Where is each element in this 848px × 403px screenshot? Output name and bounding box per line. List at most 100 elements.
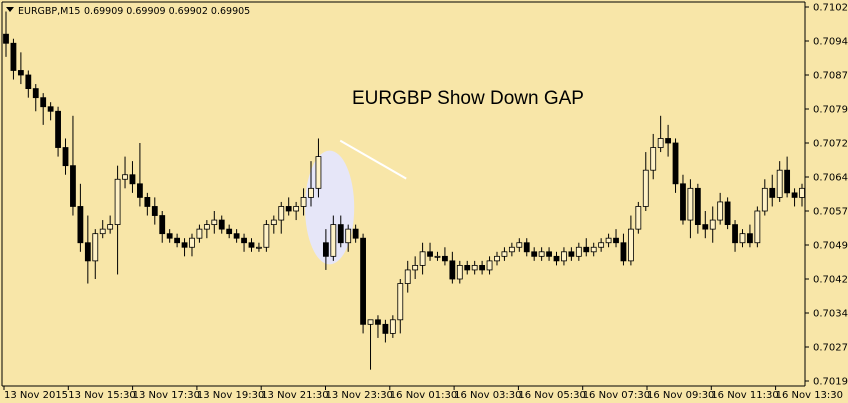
candle (486, 256, 493, 275)
candle-body-bear (553, 255, 560, 262)
candle-body-bear (531, 251, 538, 257)
candle (129, 161, 136, 193)
candle (620, 233, 627, 266)
candle-body-bear (233, 233, 240, 239)
candle-body-bear (382, 323, 389, 334)
candle-body-bull (211, 219, 218, 225)
candle-body-bear (62, 147, 69, 167)
candle-body-bull (486, 260, 493, 271)
candle (166, 229, 173, 243)
candle (345, 224, 352, 252)
x-tick-label: 13 Nov 21:30 (261, 390, 328, 401)
candle (449, 251, 456, 284)
candle (337, 215, 344, 248)
candle-body-bear (181, 242, 188, 248)
candle-body-bull (263, 224, 270, 248)
candle-body-bear (375, 319, 381, 325)
candle-body-bull (270, 219, 277, 225)
y-tick-label: 0.70345 (813, 309, 848, 320)
candle (159, 211, 166, 243)
candle (665, 124, 671, 157)
candle (285, 197, 292, 216)
candle (523, 238, 530, 257)
candle-body-bull (456, 264, 463, 280)
candle (137, 143, 143, 207)
candle-body-bear (32, 88, 39, 99)
candle (114, 165, 121, 275)
candle (47, 102, 54, 121)
candle (278, 201, 285, 234)
candle-body-bull (471, 264, 478, 271)
candle-body-bull (107, 224, 114, 230)
candle-body-bull (196, 228, 203, 239)
candle (419, 242, 426, 275)
candle-body-bear (3, 33, 9, 44)
candle (471, 260, 478, 275)
x-tick-label: 16 Nov 01:30 (390, 390, 457, 401)
candle (680, 174, 686, 225)
candle (516, 238, 523, 252)
candle (330, 215, 337, 261)
candle-body-bear (226, 228, 233, 235)
candle (709, 206, 716, 243)
candle (32, 84, 39, 112)
candle (256, 242, 262, 252)
candle (508, 242, 515, 257)
ohlc-values: 0.69909 0.69909 0.69902 0.69905 (84, 6, 250, 17)
candle (702, 211, 709, 239)
candle-body-bear (613, 237, 619, 244)
candle (501, 247, 508, 261)
candle-body-bull (575, 246, 582, 257)
candle (590, 242, 597, 257)
candle-body-bear (583, 246, 590, 253)
candle-body-bull (99, 228, 106, 235)
candle (10, 38, 17, 80)
candle-body-bear (84, 242, 91, 262)
candle (694, 183, 701, 234)
chevron-down-icon[interactable] (6, 7, 14, 12)
candle-body-bull (412, 264, 419, 271)
candle (598, 238, 605, 252)
candle-body-bull (687, 187, 694, 221)
candle (769, 174, 776, 207)
candle (776, 161, 783, 202)
x-tick-label: 16 Nov 05:30 (518, 390, 585, 401)
candle (300, 188, 307, 216)
candle-body-bear (77, 206, 84, 244)
candle (427, 242, 433, 261)
candle-body-bull (627, 228, 634, 262)
candle-body-bear (568, 251, 575, 257)
candle-body-bear (694, 187, 701, 225)
candle (218, 215, 225, 234)
candle-body-bear (352, 228, 359, 239)
candle-body-bear (47, 106, 54, 112)
candle-body-bull (516, 242, 523, 248)
candle (226, 224, 233, 239)
candle (553, 251, 560, 266)
candle (650, 133, 657, 180)
candle (322, 229, 329, 270)
candle (799, 183, 805, 207)
candle (77, 183, 84, 252)
candle-body-bull (92, 233, 99, 262)
candle-body-bull (434, 255, 441, 258)
candle-body-bull (300, 196, 307, 207)
candle-body-bull (739, 233, 746, 244)
candle-body-bull (404, 269, 411, 284)
candle-body-bull (293, 206, 300, 212)
candle (3, 11, 9, 57)
candle (189, 233, 195, 257)
candle-body-bear (218, 219, 225, 230)
candle-body-bear (166, 233, 173, 239)
candle (367, 319, 374, 370)
candle (568, 247, 575, 261)
x-tick-label: 13 Nov 23:30 (326, 390, 393, 401)
candle-body-bear (174, 237, 181, 244)
candle (724, 197, 731, 230)
